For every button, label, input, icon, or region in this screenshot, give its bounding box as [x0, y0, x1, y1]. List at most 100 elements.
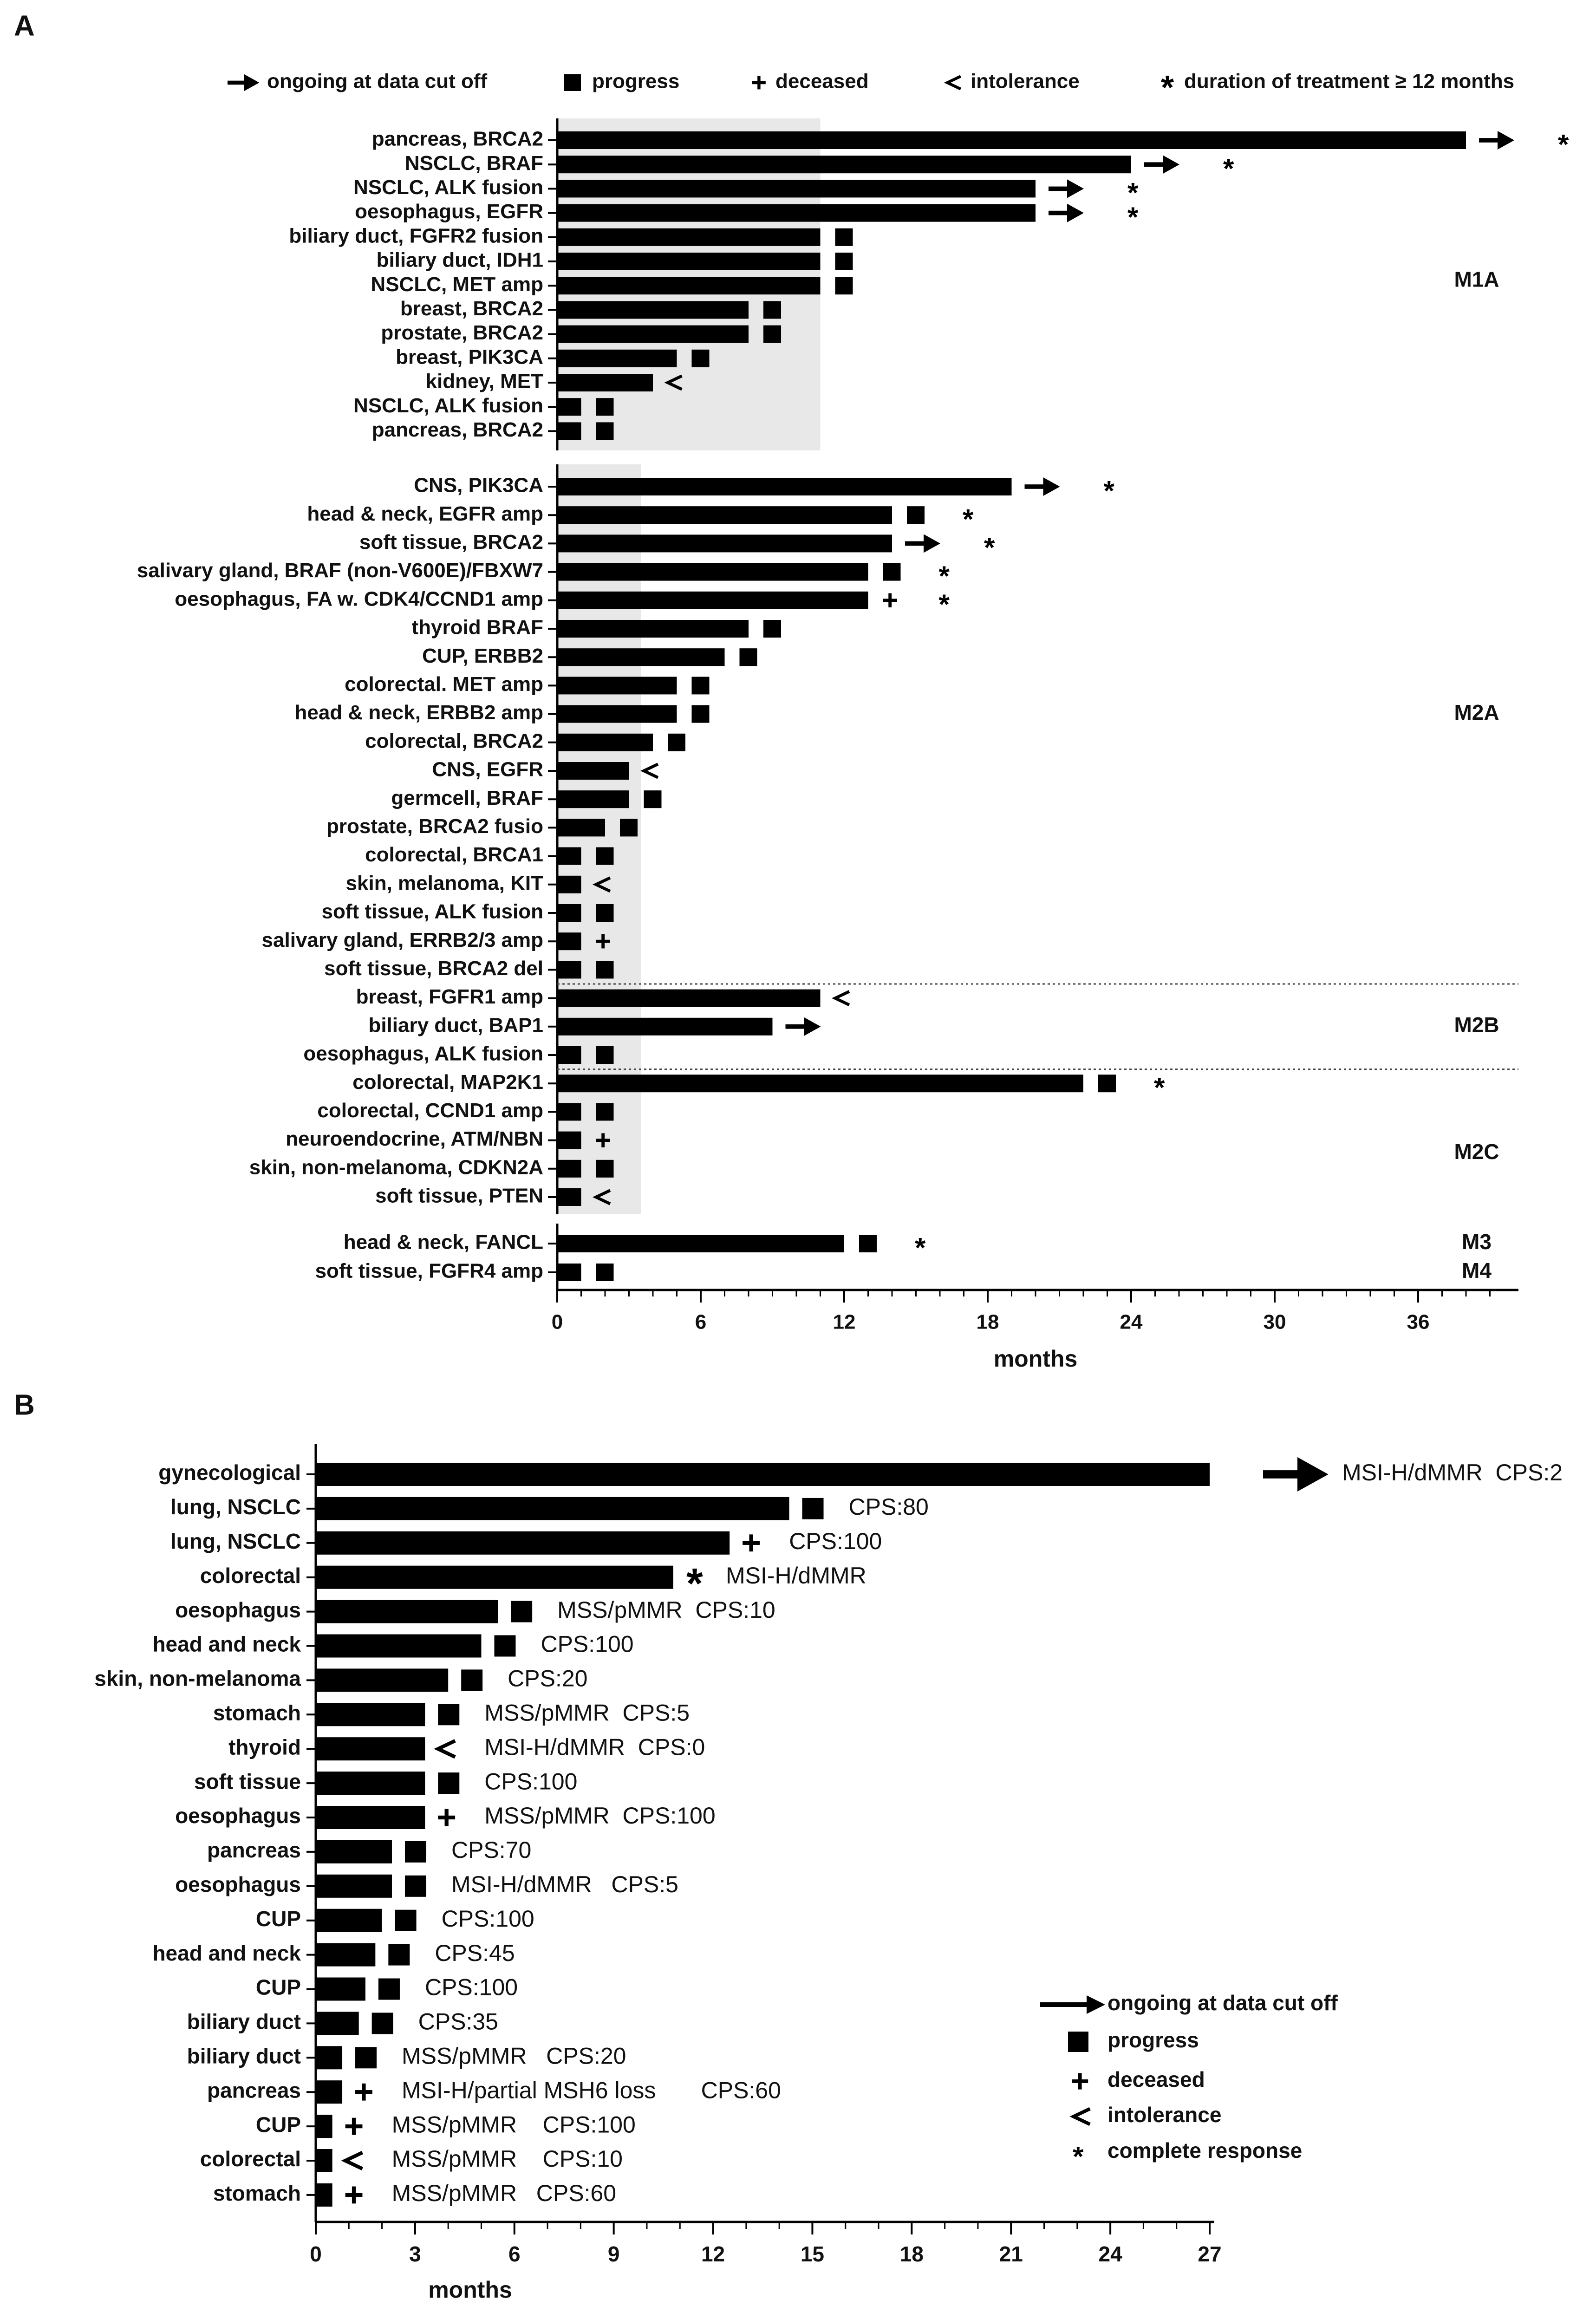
row-a-bar-8	[557, 325, 749, 343]
row-a-bar-19	[557, 648, 725, 666]
row-b-bar-18	[316, 2080, 343, 2104]
row-a-marker-11	[596, 398, 614, 416]
row-a-bar-15	[557, 534, 892, 553]
row-a-label-40: soft tissue, FGFR4 amp	[315, 1260, 543, 1283]
row-b-bar-8	[316, 1737, 425, 1761]
row-b-bar-16	[316, 2012, 359, 2035]
row-a-label-34: colorectal, MAP2K1	[352, 1071, 543, 1094]
legend-b-marker-2-v	[1078, 2073, 1082, 2090]
row-a-marker-1-shaft	[1144, 162, 1166, 167]
row-a-6: NSCLC, MET amp	[371, 273, 853, 296]
row-a-bar-28	[557, 904, 581, 922]
row-a-33: oesophagus, ALK fusion	[303, 1042, 614, 1065]
row-a-marker-6	[835, 277, 853, 295]
row-b-bar-11	[316, 1840, 392, 1863]
row-b-label-6: skin, non-melanoma	[94, 1667, 301, 1691]
legend-b-arrow-head	[1087, 1995, 1105, 2014]
row-a-0: pancreas, BRCA2 *	[372, 128, 1569, 160]
legend-b-label-3: intolerance	[1107, 2103, 1221, 2127]
x-tick-label-b-4: 12	[701, 2242, 725, 2266]
row-a-22: colorectal, BRCA2	[365, 730, 685, 752]
x-tick-label-b-7: 21	[999, 2242, 1023, 2266]
row-b-annotation-8: MSI-H/dMMR CPS:0	[484, 1734, 705, 1760]
row-b-label-9: soft tissue	[194, 1769, 301, 1793]
row-b-bar-4	[316, 1600, 498, 1623]
row-b-marker-20	[341, 2150, 364, 2171]
row-a-label-35: colorectal, CCND1 amp	[317, 1099, 543, 1122]
legend-b-marker-0	[1040, 1995, 1105, 2014]
row-a-label-28: soft tissue, ALK fusion	[322, 900, 544, 923]
row-b-18: pancreas MSI-H/partial MSH6 loss CPS:60	[207, 2077, 781, 2104]
row-a-label-22: colorectal, BRCA2	[365, 730, 543, 752]
row-a-marker-1-head	[1163, 155, 1179, 174]
row-a-label-15: soft tissue, BRCA2	[359, 531, 543, 554]
row-b-16: biliary duct CPS:35	[187, 2009, 498, 2035]
row-a-4: biliary duct, FGFR2 fusion	[289, 224, 853, 247]
row-b-bar-13	[316, 1909, 382, 1932]
row-a-label-2: NSCLC, ALK fusion	[353, 176, 543, 199]
row-a-label-13: CNS, PIK3CA	[414, 474, 543, 497]
row-b-marker-19	[345, 2117, 363, 2135]
row-b-annotation-17: MSS/pMMR CPS:20	[402, 2043, 626, 2069]
row-a-marker-8	[763, 325, 781, 343]
row-b-annotation-21: MSS/pMMR CPS:60	[392, 2180, 616, 2206]
group-label-3: M2C	[1454, 1140, 1499, 1164]
row-a-marker-26	[596, 847, 614, 865]
row-b-bar-20	[316, 2149, 332, 2172]
row-a-bar-26	[557, 847, 581, 865]
row-a-label-25: prostate, BRCA2 fusio	[326, 815, 543, 838]
row-b-label-16: biliary duct	[187, 2010, 301, 2034]
row-a-bar-33	[557, 1046, 581, 1064]
row-b-marker-11	[404, 1841, 426, 1863]
x-tick-label-a-5: 30	[1264, 1311, 1286, 1334]
row-b-11: pancreas CPS:70	[207, 1837, 531, 1863]
x-tick-label-a-2: 12	[833, 1311, 856, 1334]
row-b-annotation-12: MSI-H/dMMR CPS:5	[451, 1871, 678, 1897]
row-b-bar-3	[316, 1565, 673, 1589]
row-b-annotation-7: MSS/pMMR CPS:5	[484, 1700, 690, 1726]
row-a-label-5: biliary duct, IDH1	[377, 249, 543, 272]
row-a-label-19: CUP, ERBB2	[422, 645, 543, 667]
row-a-1: NSCLC, BRAF *	[405, 152, 1234, 184]
x-tick-label-b-8: 24	[1099, 2242, 1123, 2266]
row-a-bar-38	[557, 1188, 581, 1206]
row-a-marker-27	[592, 876, 611, 893]
row-b-label-10: oesophagus	[175, 1804, 301, 1828]
row-b-annotation-11: CPS:70	[451, 1837, 531, 1863]
row-b-bar-6	[316, 1668, 449, 1692]
x-tick-label-b-5: 15	[801, 2242, 824, 2266]
row-a-marker-10	[664, 374, 683, 391]
row-a-bar-23	[557, 762, 629, 780]
row-b-annotation-9: CPS:100	[484, 1768, 577, 1794]
row-b-marker-7	[438, 1704, 460, 1726]
row-a-label-8: prostate, BRCA2	[381, 321, 543, 344]
row-a-marker-29	[596, 934, 610, 949]
legend-b-label-0: ongoing at data cut off	[1107, 1991, 1338, 2015]
x-tick-label-b-2: 6	[508, 2242, 521, 2266]
legend-a-label-4: duration of treatment ≥ 12 months	[1184, 70, 1514, 93]
row-b-annotation-6: CPS:20	[508, 1666, 587, 1692]
row-b-13: CUP CPS:100	[256, 1906, 534, 1932]
row-a-bar-0	[557, 131, 1466, 149]
row-a-marker-38	[592, 1189, 611, 1205]
row-b-bar-2	[316, 1531, 730, 1555]
row-b-annotation-10: MSS/pMMR CPS:100	[484, 1803, 715, 1829]
row-a-marker-23	[640, 762, 659, 779]
row-b-marker-17	[355, 2047, 377, 2069]
x-tick-label-a-6: 36	[1407, 1311, 1430, 1334]
legend-b-arrow-shaft	[1040, 2002, 1091, 2007]
row-b-annotation-0: MSI-H/dMMR CPS:2	[1342, 1459, 1563, 1485]
row-b-annotation-20: MSS/pMMR CPS:10	[392, 2146, 623, 2172]
row-b-bar-19	[316, 2115, 332, 2138]
row-b-annotation-1: CPS:80	[849, 1494, 929, 1520]
row-a-bar-4	[557, 228, 821, 246]
x-tick-label-a-4: 24	[1120, 1311, 1143, 1334]
row-a-15: soft tissue, BRCA2 *	[359, 531, 995, 563]
row-a-label-6: NSCLC, MET amp	[371, 273, 543, 296]
row-a-19: CUP, ERBB2	[422, 645, 757, 667]
legend-a-marker-2-v	[757, 76, 761, 90]
row-a-23: CNS, EGFR	[432, 758, 659, 781]
row-b-marker-16	[371, 2013, 393, 2034]
group-label-4: M3	[1462, 1230, 1492, 1254]
row-a-marker-36-v	[601, 1133, 605, 1147]
